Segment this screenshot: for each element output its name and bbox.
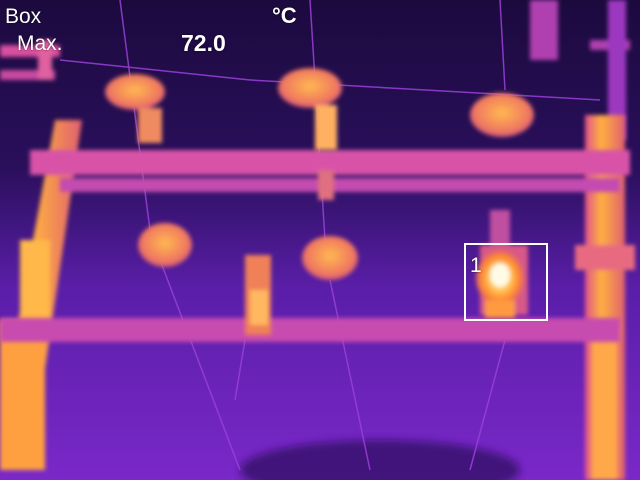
top-left-structure (0, 40, 60, 80)
max-temperature-value: 72.0 (181, 30, 226, 56)
right-pole (575, 115, 635, 480)
box-label: Box (5, 5, 42, 28)
temperature-unit: °C (272, 3, 297, 28)
measurement-box-number: 1 (470, 254, 482, 277)
lower-crossbar (0, 318, 620, 342)
upper-insulators (105, 68, 534, 200)
top-right-structure (530, 0, 630, 140)
hot-spot (476, 210, 528, 318)
left-pole (0, 120, 82, 470)
max-label: Max. (17, 32, 63, 55)
measurement-box[interactable] (464, 243, 548, 321)
lower-insulators (138, 223, 358, 335)
